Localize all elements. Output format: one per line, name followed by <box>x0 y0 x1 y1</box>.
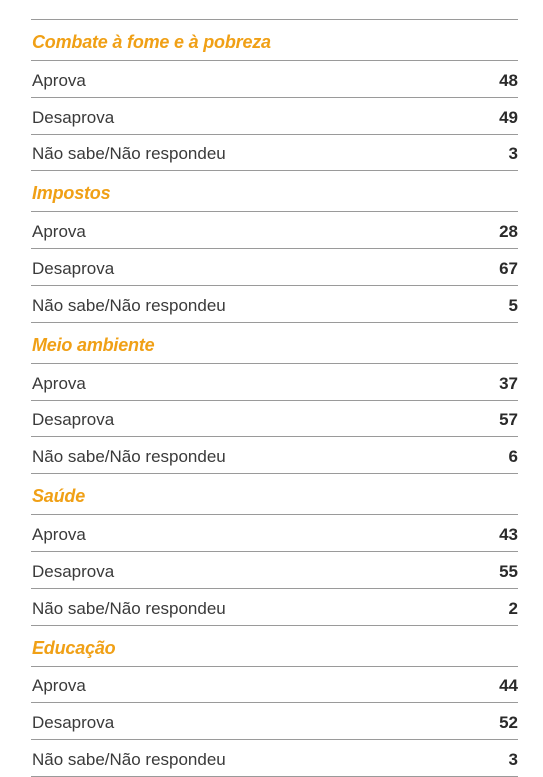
row-label: Aprova <box>32 222 86 242</box>
section-meio-ambiente: Meio ambiente Aprova 37 Desaprova 57 Não… <box>31 323 518 475</box>
section-combate-fome: Combate à fome e à pobreza Aprova 48 Des… <box>31 20 518 172</box>
table-row: Aprova 44 <box>31 667 518 704</box>
section-title: Combate à fome e à pobreza <box>31 20 518 61</box>
row-value: 28 <box>499 222 518 242</box>
row-label: Não sabe/Não respondeu <box>32 144 226 164</box>
row-value: 6 <box>508 447 518 467</box>
row-value: 48 <box>499 70 518 90</box>
table-row: Não sabe/Não respondeu 6 <box>31 437 518 475</box>
row-value: 52 <box>499 713 518 733</box>
section-educacao: Educação Aprova 44 Desaprova 52 Não sabe… <box>31 626 518 777</box>
table-row: Não sabe/Não respondeu 3 <box>31 740 518 777</box>
row-label: Aprova <box>32 373 86 393</box>
row-value: 2 <box>508 598 518 618</box>
row-label: Não sabe/Não respondeu <box>32 750 226 770</box>
table-row: Aprova 43 <box>31 515 518 552</box>
table-row: Aprova 37 <box>31 364 518 401</box>
row-label: Aprova <box>32 525 86 545</box>
table-row: Desaprova 52 <box>31 703 518 741</box>
row-value: 37 <box>499 373 518 393</box>
table-row: Aprova 28 <box>31 212 518 250</box>
row-value: 3 <box>508 144 518 164</box>
row-label: Não sabe/Não respondeu <box>32 598 226 618</box>
table-row: Desaprova 67 <box>31 249 518 286</box>
section-title: Meio ambiente <box>31 323 518 364</box>
row-label: Desaprova <box>32 713 115 733</box>
row-value: 67 <box>499 259 518 279</box>
table-row: Não sabe/Não respondeu 3 <box>31 135 518 172</box>
section-saude: Saúde Aprova 43 Desaprova 55 Não sabe/Nã… <box>31 474 518 626</box>
row-value: 44 <box>499 676 518 696</box>
row-value: 3 <box>508 750 518 770</box>
table-row: Desaprova 55 <box>31 552 518 589</box>
section-title: Impostos <box>31 171 518 213</box>
section-title: Saúde <box>31 474 518 516</box>
row-value: 5 <box>508 295 518 315</box>
table-row: Não sabe/Não respondeu 5 <box>31 286 518 323</box>
row-label: Desaprova <box>32 107 115 127</box>
row-label: Não sabe/Não respondeu <box>32 447 226 467</box>
table-row: Aprova 48 <box>31 61 518 98</box>
row-label: Não sabe/Não respondeu <box>32 295 226 315</box>
row-label: Aprova <box>32 676 86 696</box>
row-value: 55 <box>499 561 518 581</box>
row-value: 49 <box>499 107 518 127</box>
row-label: Desaprova <box>32 259 115 279</box>
row-label: Desaprova <box>32 561 115 581</box>
table-row: Desaprova 57 <box>31 401 518 438</box>
row-value: 57 <box>499 410 518 430</box>
table-row: Não sabe/Não respondeu 2 <box>31 589 518 626</box>
row-value: 43 <box>499 525 518 545</box>
approval-table: Combate à fome e à pobreza Aprova 48 Des… <box>31 19 518 777</box>
table-row: Desaprova 49 <box>31 98 518 135</box>
row-label: Aprova <box>32 70 86 90</box>
row-label: Desaprova <box>32 410 115 430</box>
section-title: Educação <box>31 626 518 667</box>
section-impostos: Impostos Aprova 28 Desaprova 67 Não sabe… <box>31 171 518 323</box>
